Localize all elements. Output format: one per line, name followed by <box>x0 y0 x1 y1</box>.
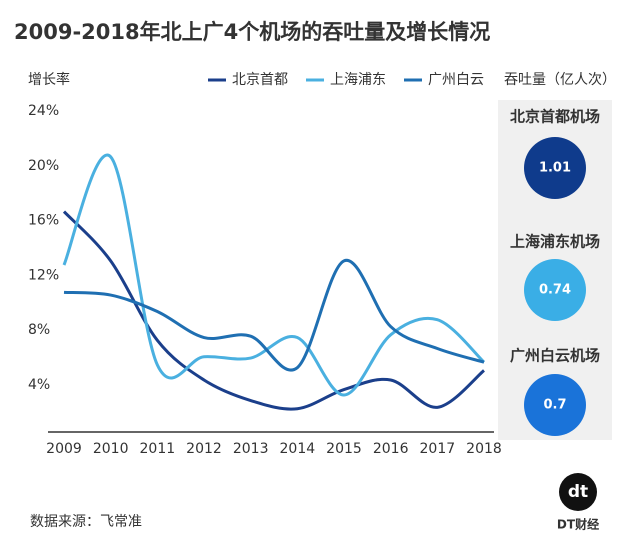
legend-label: 北京首都 <box>232 72 288 88</box>
x-tick-label: 2009 <box>46 441 82 457</box>
logo-text: DT财经 <box>557 517 599 532</box>
y-axis-label: 增长率 <box>28 71 70 88</box>
y-tick-label: 8% <box>28 322 50 338</box>
throughput-circle <box>524 259 586 321</box>
x-tick-label: 2010 <box>93 441 129 457</box>
throughput-circle <box>524 137 586 199</box>
y-tick-label: 20% <box>28 158 59 174</box>
airport-name: 上海浦东机场 <box>510 233 600 251</box>
throughput-circle <box>524 374 586 436</box>
airport-name: 广州白云机场 <box>510 347 600 365</box>
x-tick-label: 2014 <box>280 441 316 457</box>
y-tick-label: 24% <box>28 103 59 119</box>
series-line <box>62 210 485 411</box>
logo-icon: dt <box>568 482 588 502</box>
throughput-value: 0.7 <box>543 398 566 413</box>
x-tick-label: 2011 <box>140 441 176 457</box>
series-line <box>63 259 485 372</box>
x-tick-label: 2016 <box>373 441 409 457</box>
throughput-value: 1.01 <box>539 161 571 176</box>
y-tick-label: 4% <box>28 377 50 393</box>
logo-icon-bg <box>559 473 597 511</box>
legend-label: 广州白云 <box>428 72 484 88</box>
throughput-value: 0.74 <box>539 283 571 298</box>
y-tick-label: 16% <box>28 213 59 229</box>
x-tick-label: 2018 <box>466 441 502 457</box>
y-tick-label: 12% <box>28 267 59 283</box>
chart-title: 2009-2018年北上广4个机场的吞吐量及增长情况 <box>14 20 490 44</box>
series-line <box>62 153 486 397</box>
side-panel-title: 吞吐量（亿人次） <box>504 72 616 88</box>
source: 数据来源：飞常准 <box>30 514 142 530</box>
x-tick-label: 2017 <box>420 441 456 457</box>
legend-label: 上海浦东 <box>330 72 386 88</box>
x-tick-label: 2012 <box>186 441 222 457</box>
airport-name: 北京首都机场 <box>510 108 600 126</box>
x-tick-label: 2015 <box>326 441 362 457</box>
x-tick-label: 2013 <box>233 441 269 457</box>
